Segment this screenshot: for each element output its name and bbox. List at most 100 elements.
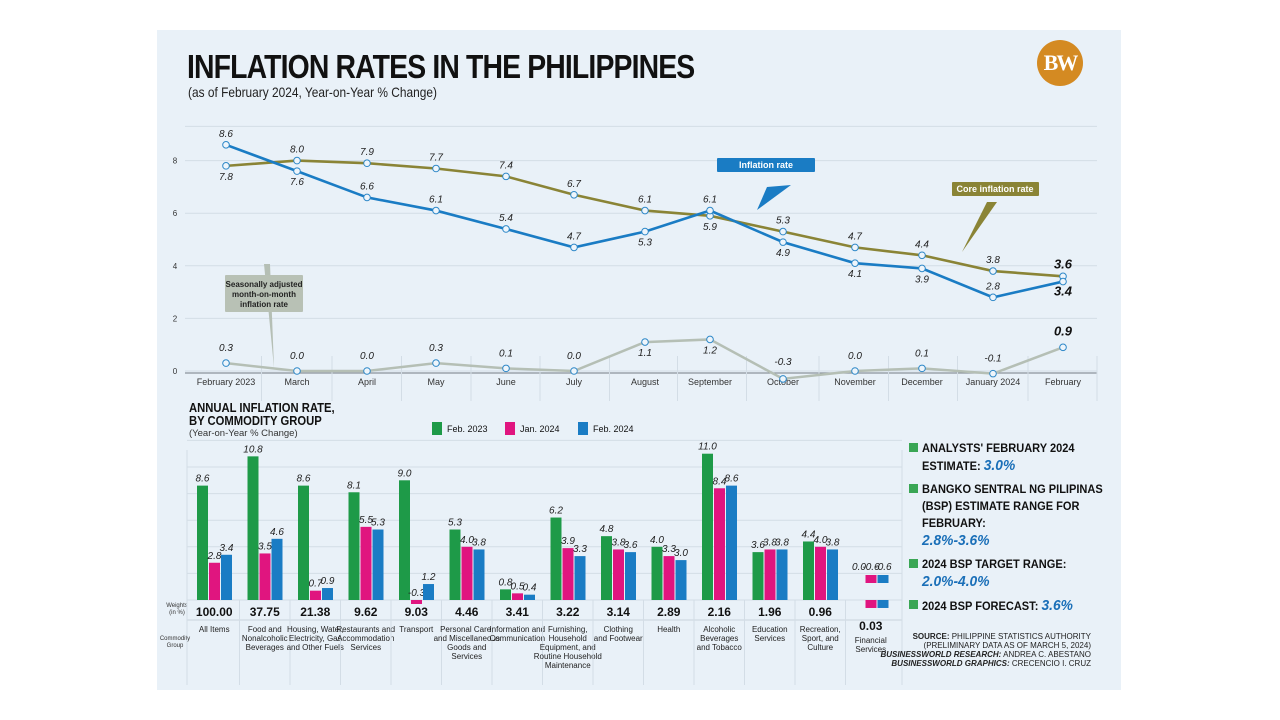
mom-inflation-rate-data-label: 1.2: [703, 345, 717, 356]
commodity-group-label: Food and: [248, 625, 282, 634]
weight-value: 9.03: [405, 605, 429, 619]
bar-feb-2024: [726, 485, 737, 600]
core-inflation-rate-data-label: 5.9: [703, 222, 717, 233]
core-inflation-rate-data-label: 4.4: [915, 239, 929, 250]
mom-inflation-rate-data-label: 0.3: [219, 343, 233, 354]
bar-data-label: 3.4: [220, 543, 234, 554]
mom-inflation-rate-data-label: 0.1: [915, 348, 929, 359]
y-tick-label: 4: [173, 262, 178, 271]
inflation-rate-data-label: 6.6: [360, 181, 374, 192]
bar-feb-2024: [675, 560, 687, 600]
inflation-rate-data-label: 4.9: [776, 248, 790, 259]
commodity-group-label: All Items: [199, 625, 230, 634]
estimate-label: 2024 BSP TARGET RANGE:: [922, 557, 1067, 571]
mom-inflation-rate-data-label: -0.1: [984, 354, 1001, 365]
estimate-value: 2.8%-3.6%: [922, 532, 990, 549]
inflation-callout-box: [717, 158, 815, 172]
bar-data-label: 1.2: [422, 572, 436, 583]
mom-inflation-rate-point: [363, 367, 371, 375]
commodity-group-label: Nonalcoholic: [242, 634, 288, 643]
bar-data-label: 3.8: [826, 537, 840, 548]
bar-feb-2024: [271, 538, 283, 600]
bar-feb-2024: [776, 549, 788, 600]
bar-jan-2024: [209, 562, 220, 600]
core-inflation-rate-data-label: 6.7: [567, 179, 581, 190]
mom-inflation-rate-data-label: 0.9: [1054, 323, 1073, 338]
weight-value: 3.14: [607, 605, 631, 619]
commodity-group-label: Housing, Water,: [287, 625, 344, 634]
page-title: INFLATION RATES IN THE PHILIPPINES: [187, 48, 695, 85]
commodity-group-label: Maintenance: [545, 661, 591, 670]
source-text: PHILIPPINE STATISTICS AUTHORITY: [951, 632, 1091, 641]
mom-callout-box: [225, 275, 303, 312]
bar-jan-2024: [512, 593, 523, 600]
bar-feb-2024: [423, 584, 434, 600]
core-inflation-rate-point: [502, 172, 510, 181]
mom-inflation-rate-point: [641, 338, 649, 346]
core-inflation-rate-data-label: 7.4: [499, 160, 513, 171]
commodity-group-label: Culture: [807, 643, 833, 652]
source-note: (PRELIMINARY DATA AS OF MARCH 5, 2024): [923, 641, 1091, 650]
bar-chart-title-line: ANNUAL INFLATION RATE,: [189, 401, 335, 415]
inflation-rate-point: [918, 264, 926, 273]
core-inflation-rate-data-label: 5.3: [776, 216, 790, 227]
bar-data-label: 4.0: [460, 535, 474, 546]
inflation-rate-point: [641, 227, 649, 236]
bar-feb-2023: [651, 546, 663, 600]
bar-data-label: 4.0: [814, 535, 828, 546]
mom-inflation-rate-point: [293, 367, 301, 375]
legend-label: Feb. 2023: [447, 423, 488, 434]
commodity-group-label: Services: [754, 634, 785, 643]
commodity-group-label: Goods and: [447, 643, 486, 652]
inflation-rate-data-label: 7.6: [290, 177, 304, 188]
bar-chart-title: ANNUAL INFLATION RATE, BY COMMODITY GROU…: [189, 402, 335, 428]
research-line: BUSINESSWORLD RESEARCH: ANDREA C. ABESTA…: [880, 650, 1091, 659]
bar-jan-2024: [411, 600, 422, 604]
y-tick-label: 8: [173, 157, 178, 166]
bar-feb-2024: [877, 600, 889, 608]
inflation-rate-point: [851, 259, 859, 267]
page-subtitle: (as of February 2024, Year-on-Year % Cha…: [188, 84, 437, 100]
mom-inflation-rate-point: [851, 367, 859, 375]
mom-inflation-rate-point: [570, 367, 578, 375]
estimate-value: 3.6%: [1041, 597, 1073, 614]
commodity-group-label: Household: [549, 634, 587, 643]
weight-value: 21.38: [300, 605, 330, 619]
mom-inflation-rate-point: [432, 359, 440, 367]
commodity-group-label: Restaurants and: [336, 625, 395, 634]
mom-inflation-rate-point: [918, 364, 926, 373]
weight-value: 0.96: [809, 605, 833, 619]
weights-row-label: Weights: [166, 603, 188, 609]
legend-item-feb-2024: Feb. 2024: [578, 422, 634, 435]
commodity-group-label: Beverages: [246, 643, 284, 652]
bar-data-label: 3.6: [751, 540, 765, 551]
inflation-rate-point: [706, 206, 714, 215]
green-square-icon: [909, 443, 918, 452]
mom-inflation-rate-data-label: -0.3: [774, 357, 792, 368]
mom-inflation-rate-data-label: 0.0: [290, 351, 304, 362]
commodity-group-label: Financial: [855, 636, 887, 645]
mom-inflation-rate-data-label: 0.0: [848, 351, 862, 362]
bar-data-label: -0.6: [862, 562, 880, 573]
bar-data-label: 3.8: [775, 537, 789, 548]
bar-data-label: 8.6: [196, 474, 210, 485]
weight-value: 100.00: [196, 605, 233, 619]
commodity-group-label: Communication: [489, 634, 545, 643]
inflation-rate-point: [293, 167, 301, 175]
inflation-rate-point: [1059, 277, 1067, 286]
commodity-group-label: Sport, and: [802, 634, 839, 643]
bar-feb-2023: [348, 492, 360, 600]
x-tick-label: July: [566, 377, 583, 387]
weight-value: 4.46: [455, 605, 479, 619]
bar-data-label: 3.0: [674, 548, 688, 559]
bar-data-label: 0.4: [523, 583, 537, 594]
bar-data-label: 3.6: [624, 540, 638, 551]
mom-inflation-rate-point: [989, 369, 997, 378]
commodity-group-label: and Miscellaneous: [434, 634, 500, 643]
bar-jan-2024: [310, 590, 321, 600]
source-label: SOURCE:: [912, 632, 950, 641]
green-square-icon: [909, 600, 918, 609]
inflation-rate-data-label: 3.4: [1054, 284, 1073, 299]
bar-feb-2024: [473, 549, 485, 600]
